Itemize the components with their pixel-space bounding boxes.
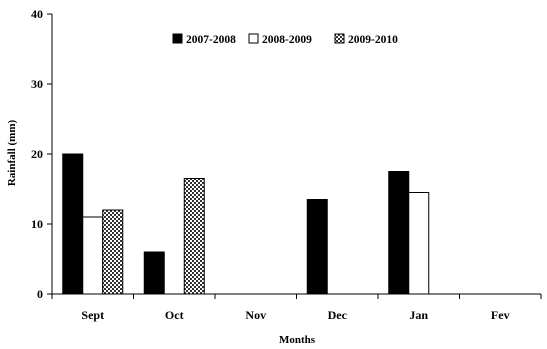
y-tick-label: 0 — [37, 287, 43, 301]
axes — [47, 13, 542, 299]
legend-label: 2008-2009 — [262, 34, 312, 46]
legend-label: 2007-2008 — [186, 34, 236, 46]
legend-swatch — [172, 33, 183, 44]
x-category-label: Fev — [491, 308, 510, 322]
x-axis-label: Months — [279, 334, 316, 346]
x-category-label: Jan — [409, 308, 428, 322]
bar-2007-2008-Dec — [306, 199, 328, 295]
y-tick-label: 30 — [31, 77, 43, 91]
bar-2007-2008-Sept — [62, 153, 84, 295]
bars — [62, 153, 430, 295]
x-category-label: Nov — [245, 308, 266, 322]
legend: 2007-2008 2008-2009 2009-2010 — [172, 33, 398, 46]
y-axis-label: Rainfall (mm) — [6, 120, 18, 187]
tick-labels: 0 10 20 30 40 Sept Oct Nov Dec Jan Fev — [31, 7, 510, 322]
bar-2007-2008-Oct — [143, 251, 165, 295]
y-tick-label: 10 — [31, 217, 43, 231]
x-category-label: Oct — [165, 308, 184, 322]
x-category-label: Dec — [328, 308, 348, 322]
bar-2008-2009-Jan — [408, 192, 430, 295]
bar-2009-2010-Sept — [102, 209, 124, 295]
x-category-label: Sept — [81, 308, 104, 322]
y-tick-label: 20 — [31, 147, 43, 161]
bar-2009-2010-Oct — [183, 178, 205, 295]
legend-swatch — [334, 33, 345, 44]
legend-swatch — [248, 33, 259, 44]
legend-label: 2009-2010 — [348, 34, 398, 46]
bar-2007-2008-Jan — [388, 171, 410, 295]
bar-2008-2009-Sept — [82, 216, 104, 295]
y-tick-label: 40 — [31, 7, 43, 21]
